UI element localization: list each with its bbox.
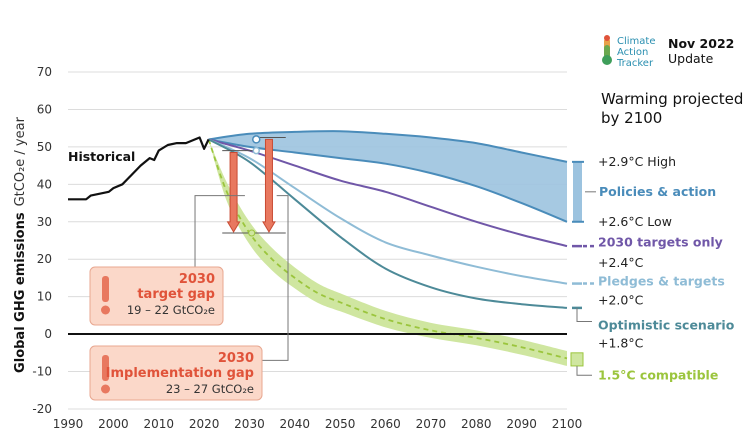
- historical-label: Historical: [68, 149, 135, 164]
- x-tick-label: 2070: [416, 417, 447, 431]
- implementation-gap-connector: [253, 195, 289, 361]
- y-tick-label: -20: [32, 402, 52, 416]
- warming-title: Warming projected by 2100: [601, 90, 748, 127]
- warning-icon: [102, 355, 109, 381]
- y-tick-label: 40: [37, 177, 52, 191]
- policies-low-label: +2.6°C Low: [598, 214, 672, 229]
- warming-title-line-1: Warming projected: [601, 90, 743, 108]
- x-tick-label: 2090: [506, 417, 537, 431]
- y-tick-label: 70: [37, 65, 52, 79]
- update-date: Nov 2022: [668, 36, 734, 51]
- x-tick-label: 2080: [461, 417, 492, 431]
- compatible-label: 1.5°C compatible: [598, 367, 718, 382]
- y-tick-label: 10: [37, 290, 52, 304]
- thermometer-icon: [602, 35, 612, 65]
- y-tick-label: 50: [37, 140, 52, 154]
- scenario-temp: +2.0°C: [598, 292, 644, 307]
- y-tick-label: -10: [32, 365, 52, 379]
- compatible-2030-marker: [248, 229, 256, 237]
- warning-icon: [102, 276, 109, 302]
- gap-range: 23 – 27 GtCO₂e: [166, 382, 254, 396]
- target-gap-connector: [194, 195, 245, 271]
- y-axis-title: Global GHG emissions: [13, 212, 28, 373]
- policies-action-band: [208, 131, 567, 222]
- scenario-temp: +1.8°C: [598, 335, 644, 350]
- policies-range-bar: [573, 161, 582, 222]
- y-tick-label: 60: [37, 102, 52, 116]
- policies-label: Policies & action: [599, 184, 716, 199]
- x-tick-label: 2100: [552, 417, 583, 431]
- x-tick-label: 2020: [189, 417, 220, 431]
- y-axis-label: Global GHG emissions GtCO₂e / year: [13, 116, 28, 373]
- logo-line-1: Climate: [617, 36, 655, 47]
- implementation-gap-arrow: [262, 138, 276, 233]
- scenario-label: Optimistic scenario: [598, 317, 735, 332]
- historical-line: [68, 136, 210, 201]
- x-tick-label: 2010: [143, 417, 174, 431]
- x-tick-label: 2050: [325, 417, 356, 431]
- policies-low-line: [208, 138, 568, 223]
- x-tick-label: 2000: [98, 417, 129, 431]
- scenario-line-2: [208, 138, 568, 285]
- warning-icon-dot: [101, 305, 110, 315]
- x-axis-ticks: 1990 2000 2010 2020 2030 2040 2050 2060 2070 2080…: [53, 417, 583, 431]
- x-tick-label: 2030: [234, 417, 265, 431]
- y-tick-label: 0: [44, 327, 52, 341]
- warning-icon-dot: [101, 384, 110, 394]
- scenario-label: Pledges & targets: [598, 274, 725, 289]
- scenario-temp: +2.4°C: [598, 255, 644, 270]
- target-gap-arrow: [226, 152, 241, 233]
- policies-high-line: [208, 130, 568, 163]
- logo-line-3: Tracker: [616, 58, 654, 69]
- gap-title: target gap: [137, 287, 215, 302]
- y-axis-ticks: -20 -10 0 10 20 30 40 50 60 70: [32, 65, 52, 416]
- scenario-label: 2030 targets only: [598, 234, 723, 249]
- compatible-1-5-band: [208, 139, 567, 366]
- compatible-1-5-line: [207, 139, 568, 360]
- gap-title: Implementation gap: [106, 366, 254, 381]
- gap-range: 19 – 22 GtCO₂e: [127, 303, 215, 317]
- compatible-connector: [576, 365, 592, 376]
- y-axis-unit: GtCO₂e / year: [13, 116, 28, 206]
- x-tick-label: 2060: [370, 417, 401, 431]
- gap-year: 2030: [218, 351, 254, 366]
- x-tick-label: 1990: [53, 417, 84, 431]
- target-2030-marker: [252, 146, 261, 155]
- logo: Climate Action Tracker: [602, 35, 655, 69]
- gap-year: 2030: [179, 272, 215, 287]
- y-tick-label: 20: [37, 252, 52, 266]
- policies-high-label: +2.9°C High: [598, 154, 676, 169]
- compatible-end-marker: [570, 352, 584, 367]
- warming-title-line-2: by 2100: [601, 109, 662, 127]
- scenario-line-1: [208, 138, 568, 248]
- update-label: Update: [668, 51, 714, 66]
- x-tick-label: 2040: [280, 417, 311, 431]
- y-tick-label: 30: [37, 215, 52, 229]
- gap-callout-box: [89, 266, 224, 326]
- optimistic-connector: [576, 307, 592, 322]
- logo-line-2: Action: [617, 47, 648, 58]
- policy-2030-marker: [252, 135, 261, 144]
- scenario-line-3: [208, 138, 568, 309]
- gap-callout-box: [89, 345, 263, 401]
